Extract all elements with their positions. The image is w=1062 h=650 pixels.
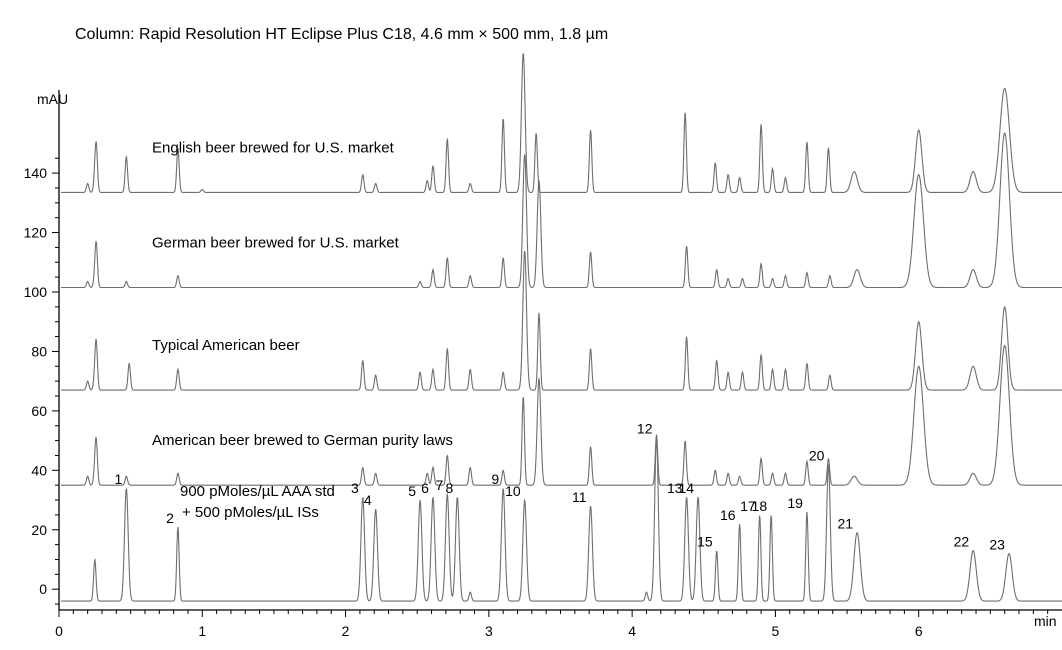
peak-label: 21 <box>838 516 854 532</box>
labels-group: English beer brewed for U.S. market Germa… <box>115 139 1006 552</box>
x-tick-label: 6 <box>915 623 923 639</box>
x-tick-label: 3 <box>485 623 493 639</box>
peak-label: 6 <box>421 480 429 496</box>
trace-label-2: Typical American beer <box>152 337 300 354</box>
peak-label: 11 <box>572 489 587 505</box>
x-axis-label: min <box>1034 613 1057 629</box>
y-tick-label: 120 <box>24 225 48 241</box>
peak-label: 20 <box>809 447 825 463</box>
peak-label: 15 <box>697 534 713 550</box>
peak-label: 4 <box>364 492 372 508</box>
peak-label: 10 <box>505 483 521 499</box>
trace-line-3 <box>61 346 1062 486</box>
peak-label: 14 <box>678 480 694 496</box>
y-tick-label: 80 <box>31 343 47 359</box>
x-tick-label: 0 <box>55 623 63 639</box>
y-tick-label: 0 <box>39 581 47 597</box>
peak-label: 8 <box>446 480 454 496</box>
peak-label: 7 <box>436 477 444 493</box>
y-tick-label: 60 <box>31 403 47 419</box>
peak-label: 12 <box>637 421 653 437</box>
y-axis-label: mAU <box>37 91 68 107</box>
peak-label: 1 <box>115 471 123 487</box>
trace-label-1: German beer brewed for U.S. market <box>152 235 400 252</box>
x-tick-label: 5 <box>772 623 780 639</box>
peak-label: 3 <box>351 480 359 496</box>
peak-label: 23 <box>989 537 1005 553</box>
peak-label: 5 <box>408 483 416 499</box>
y-tick-label: 100 <box>24 284 48 300</box>
peak-label: 18 <box>752 498 768 514</box>
y-tick-label: 40 <box>31 462 47 478</box>
trace-line-2 <box>61 251 1062 390</box>
trace-line-0 <box>61 54 1062 192</box>
standard-note-line: 900 pMoles/µL AAA std <box>180 483 335 500</box>
peak-label: 2 <box>166 510 174 526</box>
peak-label: 22 <box>954 534 970 550</box>
x-tick-label: 2 <box>342 623 350 639</box>
peak-label: 19 <box>787 495 803 511</box>
trace-label-3: American beer brewed to German purity la… <box>152 432 453 449</box>
x-tick-label: 1 <box>198 623 206 639</box>
peak-label: 16 <box>720 507 736 523</box>
standard-note-line: + 500 pMoles/µL ISs <box>182 504 319 521</box>
y-tick-label: 20 <box>31 522 47 538</box>
x-tick-label: 4 <box>628 623 636 639</box>
y-tick-label: 140 <box>24 165 48 181</box>
chart-title: Column: Rapid Resolution HT Eclipse Plus… <box>75 26 608 43</box>
peak-label: 9 <box>491 471 499 487</box>
trace-label-0: English beer brewed for U.S. market <box>152 139 395 156</box>
